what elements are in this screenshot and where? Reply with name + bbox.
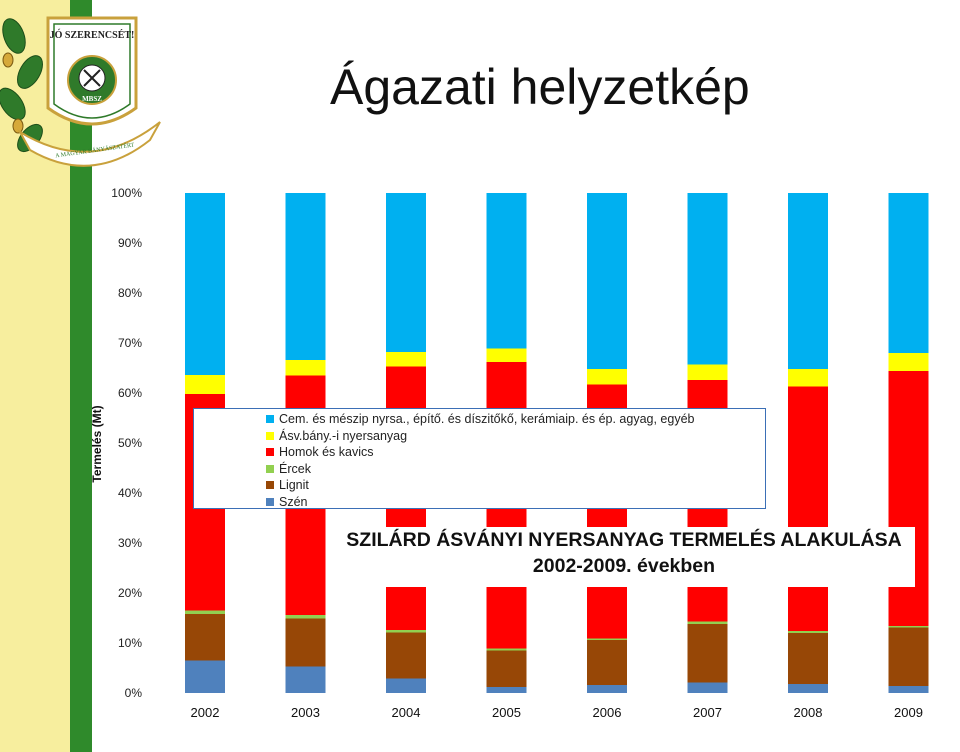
- chart-legend: Cem. és mészip nyrsa., építő. és díszitő…: [193, 408, 766, 509]
- y-tick-label: 20%: [118, 586, 142, 600]
- chart-caption: SZILÁRD ÁSVÁNYI NYERSANYAG TERMELÉS ALAK…: [333, 527, 915, 587]
- slide-title: Ágazati helyzetkép: [330, 59, 750, 115]
- bar-segment: [185, 614, 225, 661]
- bar-segment: [687, 193, 728, 365]
- legend-item: Lignit: [266, 477, 765, 494]
- legend-label: Ásv.bány.-i nyersanyag: [279, 428, 408, 443]
- x-tick-label: 2004: [392, 705, 421, 720]
- bar-segment: [788, 631, 828, 633]
- bar-segment: [285, 666, 326, 693]
- legend-swatch: [266, 431, 274, 440]
- y-tick-label: 100%: [111, 186, 142, 200]
- legend-item: Szén: [266, 494, 765, 511]
- legend-label: Ércek: [279, 461, 311, 476]
- hammer-and-pick-icon: [83, 69, 101, 87]
- legend-label: Cem. és mészip nyrsa., építő. és díszitő…: [279, 412, 695, 427]
- y-tick-label: 40%: [118, 486, 142, 500]
- legend-swatch: [266, 497, 274, 506]
- bar-segment: [185, 375, 225, 394]
- legend-label: Lignit: [279, 478, 309, 493]
- bar-segment: [185, 610, 225, 614]
- x-tick-label: 2002: [191, 705, 220, 720]
- bar-segment: [587, 685, 627, 693]
- chart-caption-line2: 2002-2009. években: [532, 555, 716, 577]
- x-tick-label: 2008: [794, 705, 823, 720]
- sidebar-green-band: [70, 0, 92, 752]
- bar-segment: [386, 632, 426, 679]
- legend-item: Homok és kavics: [266, 444, 765, 461]
- bar-segment: [888, 353, 929, 371]
- legend-swatch: [266, 448, 274, 457]
- y-tick-label: 90%: [118, 236, 142, 250]
- bar-segment: [788, 369, 828, 387]
- y-axis-ticks: 0% 10% 20% 30% 40% 50% 60% 70% 80% 90% 100%: [111, 186, 142, 700]
- y-tick-label: 30%: [118, 536, 142, 550]
- bar-segment: [687, 364, 728, 380]
- x-tick-label: 2003: [291, 705, 320, 720]
- bar-segment: [888, 626, 929, 628]
- bar-segment: [285, 618, 326, 667]
- legend-item: Ércek: [266, 461, 765, 478]
- legend-label: Homok és kavics: [279, 445, 374, 460]
- y-tick-label: 60%: [118, 386, 142, 400]
- bar-segment: [285, 615, 326, 619]
- y-tick-label: 70%: [118, 336, 142, 350]
- bar-segment: [888, 627, 929, 686]
- bar-segment: [687, 621, 728, 624]
- bar-segment: [285, 193, 326, 360]
- x-tick-label: 2009: [894, 705, 923, 720]
- bar-segment: [587, 369, 627, 385]
- legend-label: Szén: [279, 494, 308, 509]
- bar-segment: [788, 684, 828, 693]
- logo-top-text: JÓ SZERENCSÉT!: [50, 29, 135, 41]
- bar-segment: [587, 638, 627, 640]
- bar-segment: [788, 386, 828, 631]
- bar-segment: [486, 650, 527, 687]
- legend-swatch: [266, 415, 274, 424]
- legend-swatch: [266, 464, 274, 473]
- bar-segment: [486, 348, 527, 362]
- y-axis-label: Termelés (Mt): [90, 405, 104, 482]
- legend-swatch: [266, 481, 274, 490]
- bar-segment: [386, 193, 426, 352]
- bar-segment: [486, 687, 527, 693]
- y-tick-label: 10%: [118, 636, 142, 650]
- x-axis-labels: 2002 2003 2004 2005 2006 2007 2008 2009: [191, 705, 923, 720]
- bar-segment: [587, 640, 627, 685]
- bar-segment: [888, 193, 929, 353]
- bar-segment: [788, 193, 828, 369]
- x-tick-label: 2005: [492, 705, 521, 720]
- bar-segment: [185, 193, 225, 375]
- bar-segment: [888, 371, 929, 626]
- bar-segment: [285, 360, 326, 376]
- bar-segment: [486, 648, 527, 651]
- y-tick-label: 0%: [125, 686, 143, 700]
- logo-center-text: MBSZ: [82, 95, 102, 103]
- bar-segment: [888, 686, 929, 693]
- mbsz-logo: JÓ SZERENCSÉT! MBSZ A MAGYAR BÁNYÁSZATÉR…: [0, 16, 161, 167]
- legend-item: Cem. és mészip nyrsa., építő. és díszitő…: [266, 411, 765, 428]
- y-tick-label: 50%: [118, 436, 142, 450]
- bar-segment: [587, 193, 627, 369]
- y-tick-label: 80%: [118, 286, 142, 300]
- x-tick-label: 2006: [593, 705, 622, 720]
- bar-segment: [788, 633, 828, 684]
- bar-segment: [687, 682, 728, 693]
- bar-segment: [386, 630, 426, 633]
- x-tick-label: 2007: [693, 705, 722, 720]
- legend-item: Ásv.bány.-i nyersanyag: [266, 428, 765, 445]
- bar-segment: [386, 678, 426, 693]
- chart-caption-line1: SZILÁRD ÁSVÁNYI NYERSANYAG TERMELÉS ALAK…: [346, 529, 902, 551]
- bar-segment: [185, 660, 225, 693]
- bar-segment: [386, 352, 426, 367]
- bar-segment: [687, 624, 728, 683]
- bar-segment: [486, 193, 527, 349]
